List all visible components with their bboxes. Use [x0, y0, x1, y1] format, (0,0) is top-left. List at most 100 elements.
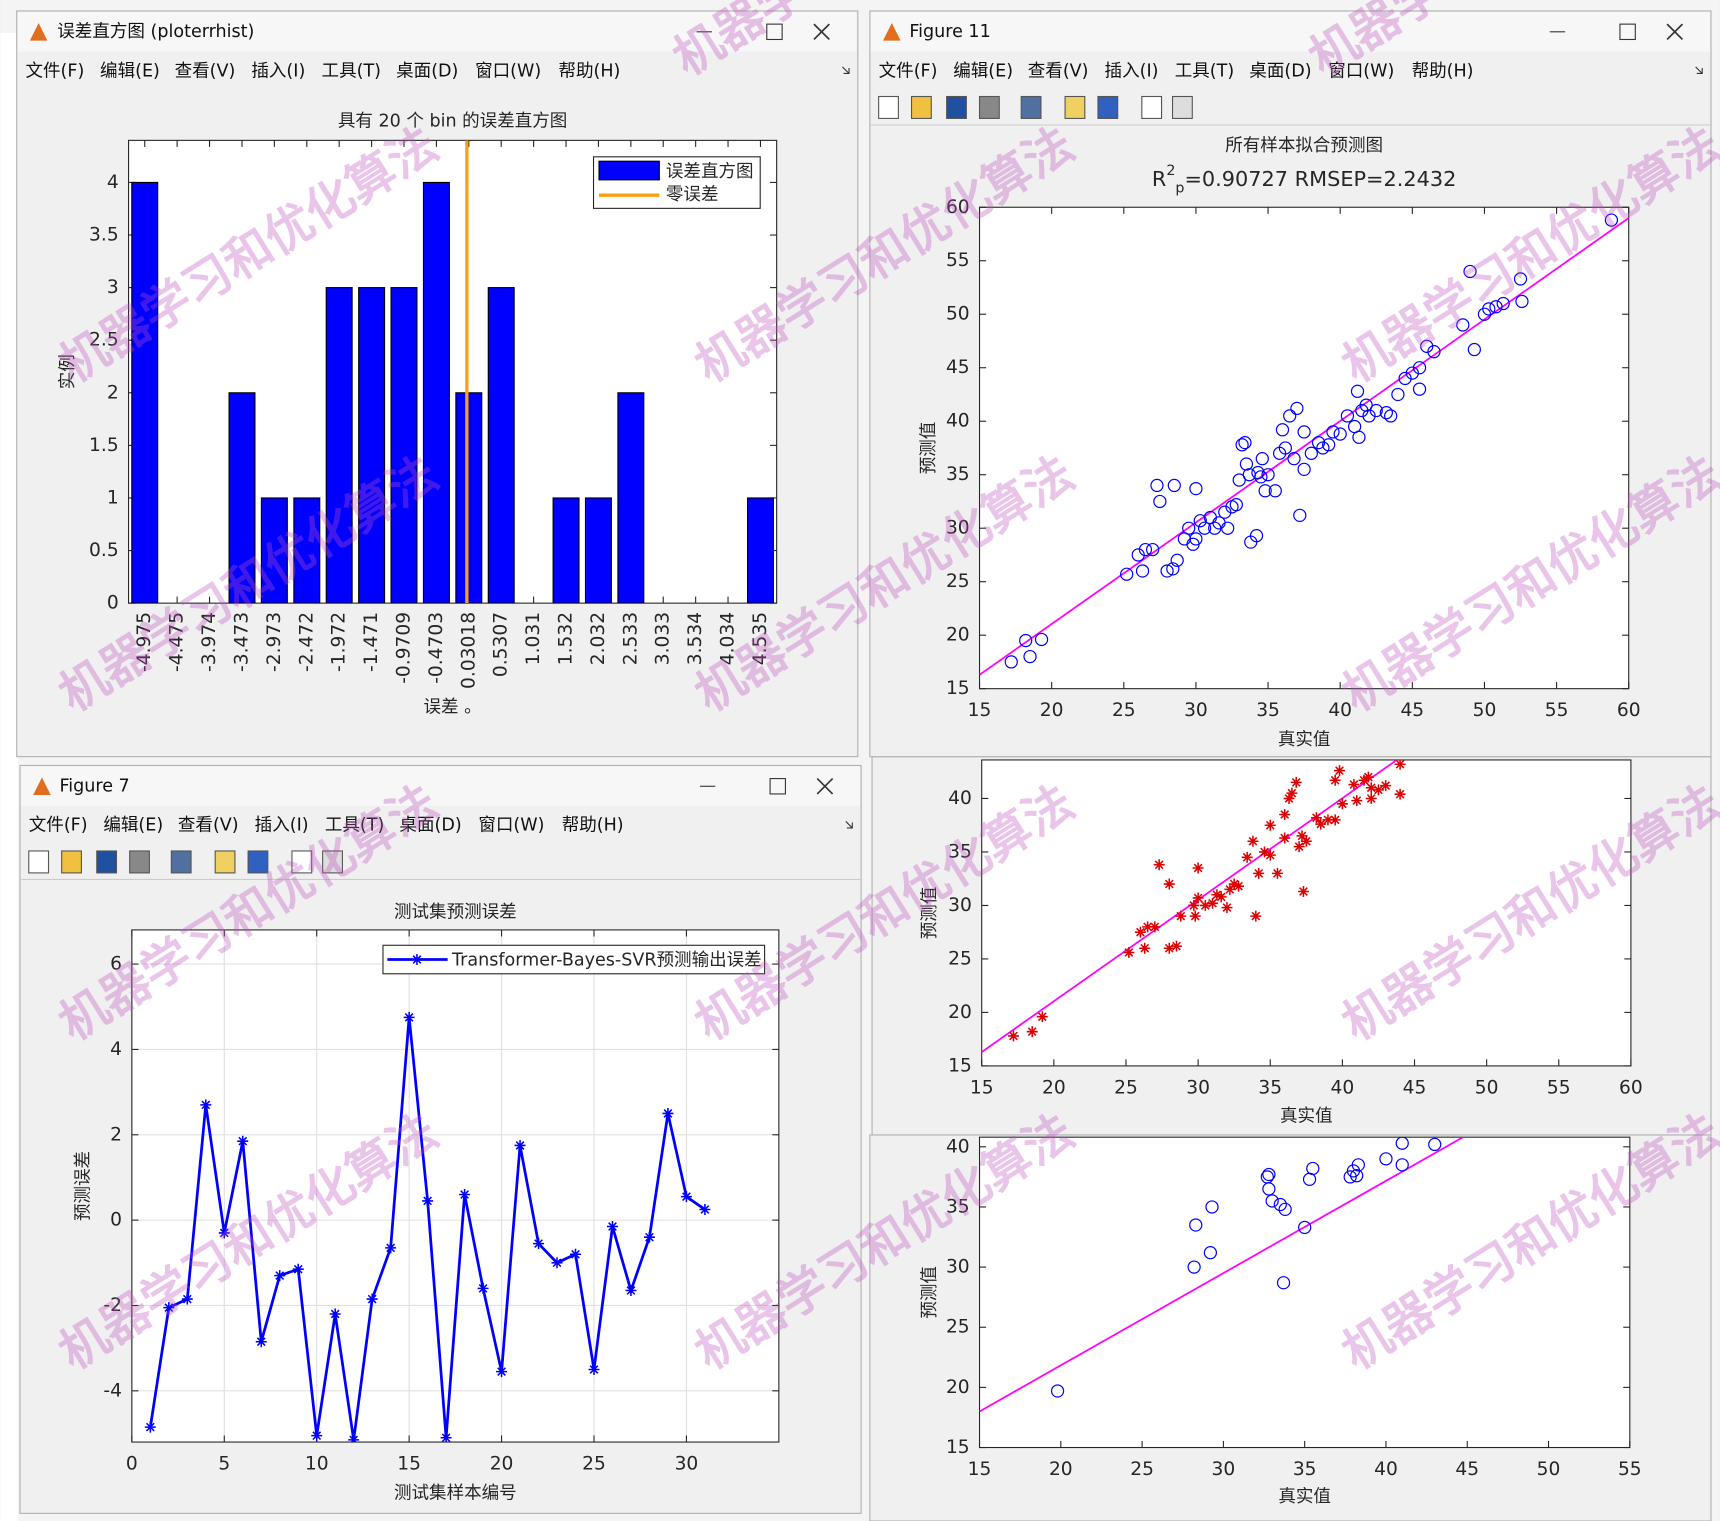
- bar: [617, 392, 645, 604]
- close-button[interactable]: [816, 778, 834, 795]
- toolbar-button[interactable]: [978, 95, 1000, 119]
- point: [1412, 382, 1427, 396]
- point: [1247, 835, 1259, 847]
- point: [699, 1203, 711, 1215]
- toolbar-button[interactable]: [322, 850, 343, 874]
- fit-line: [981, 759, 1399, 1053]
- point: [237, 1135, 249, 1147]
- menu-item[interactable]: 编辑(E): [100, 61, 160, 81]
- point: [1329, 814, 1341, 826]
- toolbar-button[interactable]: [910, 95, 932, 119]
- menu-item[interactable]: 编辑(E): [103, 816, 163, 836]
- toolbar-button[interactable]: [1171, 95, 1193, 119]
- toolbar-button[interactable]: [1064, 95, 1086, 119]
- toolbar-button[interactable]: [214, 850, 236, 874]
- menu-item[interactable]: 窗口(W): [475, 61, 541, 81]
- menu-item[interactable]: 窗口(W): [478, 816, 544, 836]
- point: [1348, 779, 1360, 791]
- menu-item[interactable]: 窗口(W): [1328, 61, 1394, 81]
- point: [200, 1099, 212, 1111]
- menu-item[interactable]: 插入(I): [1105, 61, 1159, 81]
- menu-item[interactable]: 文件(F): [879, 61, 938, 81]
- x-tick-label: -1.972: [329, 612, 350, 672]
- plot-content: [979, 1137, 1465, 1413]
- x-tick-label: -0.4703: [426, 612, 447, 684]
- point: [218, 1227, 230, 1239]
- toolbar-button[interactable]: [61, 850, 82, 874]
- menu-item[interactable]: 桌面(D): [1249, 61, 1311, 81]
- menu-dock-arrow[interactable]: [1695, 66, 1703, 75]
- toolbar-button[interactable]: [1020, 95, 1042, 119]
- menu-item[interactable]: 帮助(H): [1412, 61, 1474, 81]
- maximize-button[interactable]: [769, 778, 786, 795]
- point: [680, 1191, 692, 1203]
- y-axis-label: 预测值: [920, 1266, 940, 1319]
- point: [1293, 841, 1305, 853]
- y-tick-label: 55: [946, 250, 970, 271]
- point: [1170, 553, 1184, 567]
- point: [1221, 521, 1235, 535]
- point: [422, 1195, 434, 1207]
- toolbar-button[interactable]: [129, 850, 150, 874]
- maximize-button[interactable]: [766, 23, 783, 41]
- menu-item[interactable]: 查看(V): [175, 61, 236, 81]
- toolbar-button[interactable]: [946, 95, 967, 119]
- point: [1315, 818, 1327, 830]
- menu-dock-arrow[interactable]: [842, 66, 850, 75]
- point: [1265, 1194, 1279, 1208]
- menu-item[interactable]: 插入(I): [255, 816, 309, 836]
- menu-item[interactable]: 桌面(D): [399, 816, 461, 836]
- x-tick-label: 20: [1042, 1077, 1066, 1098]
- toolbar-button[interactable]: [1097, 95, 1119, 119]
- toolbar-button[interactable]: [96, 850, 118, 874]
- menu-item[interactable]: 桌面(D): [396, 61, 458, 81]
- point: [1036, 1011, 1048, 1023]
- point: [643, 1231, 655, 1243]
- bar: [390, 287, 418, 604]
- point: [1467, 342, 1481, 357]
- y-axis-label: 预测值: [919, 422, 939, 475]
- y-tick-label: 0: [110, 1210, 122, 1231]
- point: [1207, 897, 1219, 909]
- menu-item[interactable]: 查看(V): [178, 816, 239, 836]
- bar: [228, 392, 256, 604]
- menu-dock-arrow[interactable]: [845, 820, 853, 829]
- x-tick-label: 30: [675, 1453, 699, 1474]
- point: [1192, 862, 1204, 874]
- menu-item[interactable]: 工具(T): [1175, 61, 1234, 81]
- y-tick-label: 30: [946, 518, 970, 539]
- point: [1189, 481, 1203, 496]
- maximize-button[interactable]: [1619, 23, 1636, 41]
- point: [1153, 859, 1165, 871]
- close-button[interactable]: [813, 23, 830, 41]
- menu-item[interactable]: 帮助(H): [558, 61, 620, 81]
- menu-item[interactable]: 文件(F): [25, 61, 84, 81]
- toolbar-button[interactable]: [291, 850, 313, 874]
- x-tick-label: 45: [1403, 1077, 1427, 1098]
- point: [588, 1364, 600, 1375]
- window-title: 误差直方图 (ploterrhist): [57, 22, 254, 42]
- point: [1297, 462, 1311, 476]
- point: [625, 1285, 637, 1297]
- toolbar-button[interactable]: [878, 95, 899, 119]
- point: [1249, 529, 1264, 543]
- axes-border: [978, 206, 1630, 690]
- menu-item[interactable]: 插入(I): [251, 61, 305, 81]
- toolbar-button[interactable]: [247, 850, 269, 874]
- close-button[interactable]: [1666, 23, 1684, 41]
- point: [1287, 452, 1301, 466]
- point: [1279, 809, 1291, 820]
- menu-item[interactable]: 查看(V): [1028, 61, 1089, 81]
- point: [1138, 542, 1153, 557]
- menu-item[interactable]: 工具(T): [325, 816, 384, 836]
- menu-item[interactable]: 文件(F): [29, 816, 88, 836]
- toolbar-button[interactable]: [1141, 95, 1163, 119]
- toolbar-button[interactable]: [28, 850, 50, 874]
- menu-item[interactable]: 编辑(E): [953, 61, 1013, 81]
- x-tick-label: 1.031: [523, 612, 544, 665]
- x-tick-label: 25: [1112, 700, 1136, 721]
- menu-item[interactable]: 帮助(H): [562, 816, 624, 836]
- toolbar-button[interactable]: [170, 850, 192, 874]
- point: [1268, 484, 1282, 498]
- menu-item[interactable]: 工具(T): [322, 61, 381, 81]
